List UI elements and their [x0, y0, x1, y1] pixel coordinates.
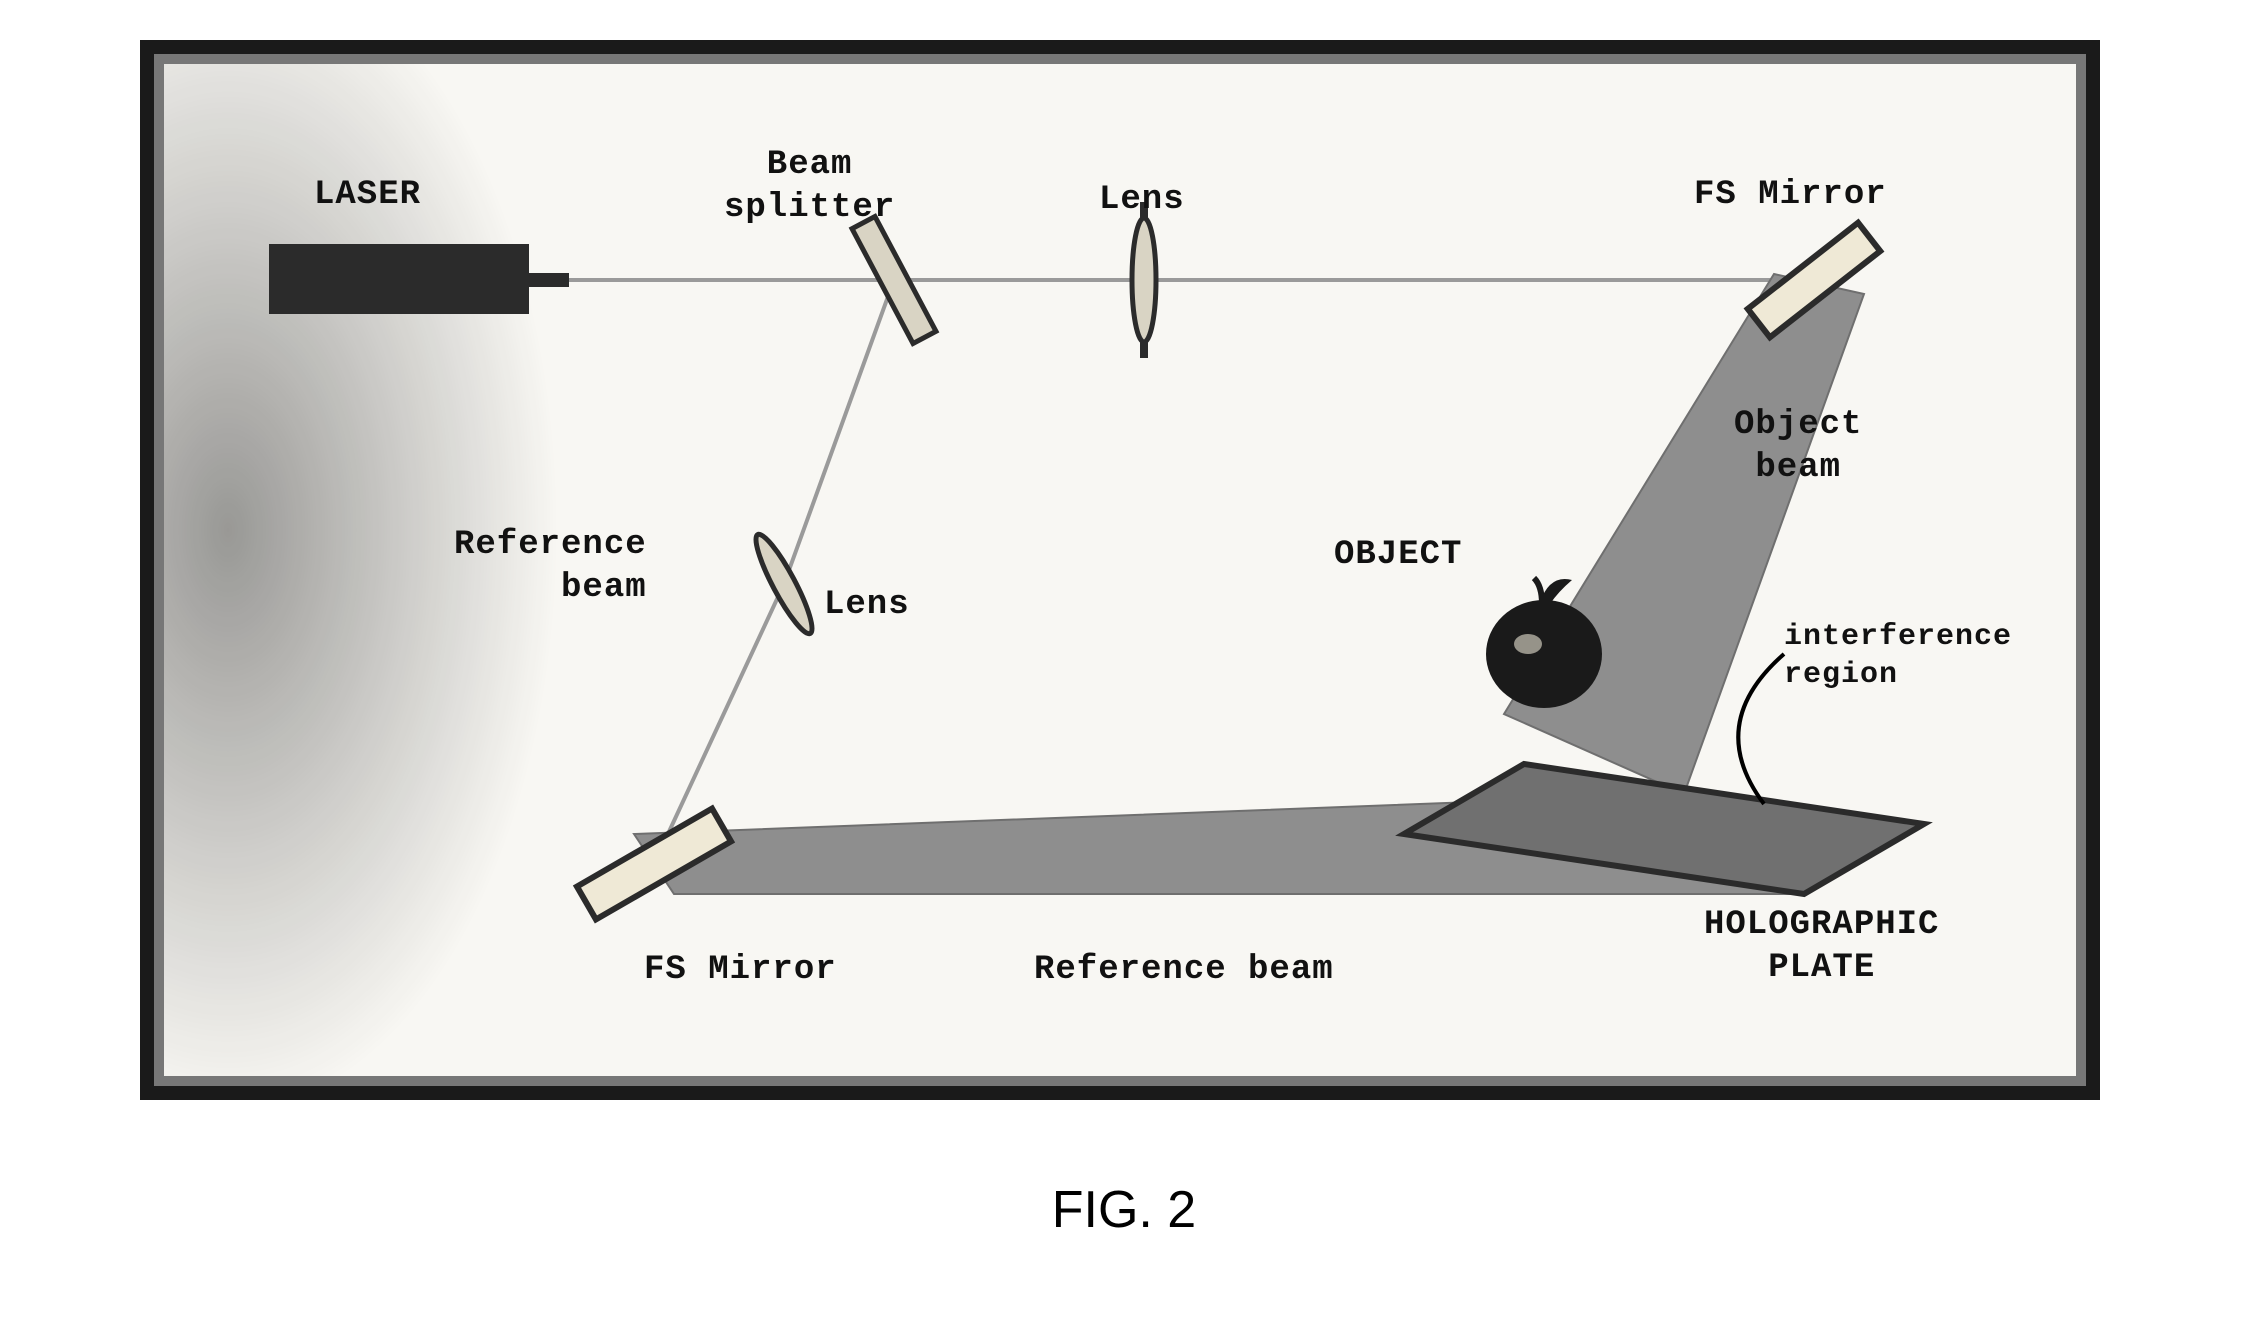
laser-body: [269, 244, 529, 314]
label-lens-top: Lens: [1099, 179, 1185, 222]
lens-top: [1132, 202, 1156, 358]
label-fs-mirror-tr: FS Mirror: [1694, 174, 1887, 217]
figure-caption: FIG. 2: [0, 1180, 2248, 1240]
label-interference-region: interference region: [1784, 619, 2012, 694]
label-holographic-plate: HOLOGRAPHIC PLATE: [1704, 904, 1939, 989]
label-object-beam: Object beam: [1734, 404, 1862, 489]
label-laser: LASER: [314, 174, 421, 217]
lens-mid: [748, 529, 820, 638]
label-lens-mid: Lens: [824, 584, 910, 627]
label-fs-mirror-bl: FS Mirror: [644, 949, 837, 992]
diagram-canvas: LASER Beam splitter Lens FS Mirror Objec…: [164, 64, 2076, 1076]
label-object: OBJECT: [1334, 534, 1462, 577]
laser-nozzle: [529, 273, 569, 287]
reference-beam-segment-a: [784, 280, 894, 584]
object-beam-cone: [1504, 274, 1864, 794]
label-reference-beam-bottom: Reference beam: [1034, 949, 1334, 992]
label-reference-beam-mid: Reference beam: [454, 524, 647, 609]
diagram-frame: LASER Beam splitter Lens FS Mirror Objec…: [140, 40, 2100, 1100]
label-beam-splitter: Beam splitter: [724, 144, 895, 229]
interference-callout-line: [1738, 654, 1784, 804]
